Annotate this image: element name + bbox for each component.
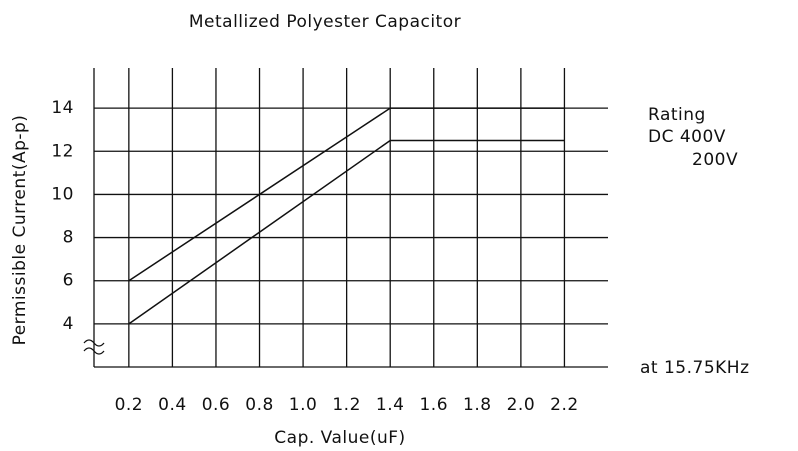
x-tick-label: 1.8 bbox=[463, 395, 492, 415]
y-tick-label: 6 bbox=[63, 271, 74, 291]
chart-title: Metallized Polyester Capacitor bbox=[189, 12, 461, 32]
series-line bbox=[128, 107, 565, 282]
x-tick-label: 0.6 bbox=[202, 395, 231, 415]
x-tick-label: 0.8 bbox=[245, 395, 274, 415]
x-tick-label: 1.6 bbox=[419, 395, 448, 415]
x-tick-label: 0.2 bbox=[115, 395, 144, 415]
y-tick-label: 12 bbox=[51, 141, 74, 161]
x-axis-label: Cap. Value(uF) bbox=[274, 428, 405, 448]
y-axis-label: Permissible Current(Ap-p) bbox=[10, 115, 30, 346]
x-tick-label: 1.2 bbox=[332, 395, 361, 415]
annotation: at 15.75KHz bbox=[640, 358, 750, 378]
series-line bbox=[128, 139, 565, 325]
legend-title: Rating bbox=[648, 105, 706, 125]
x-tick-label: 1.4 bbox=[376, 395, 405, 415]
x-tick-label: 2.2 bbox=[550, 395, 579, 415]
x-tick-label: 2.0 bbox=[507, 395, 536, 415]
y-tick-label: 8 bbox=[63, 228, 74, 248]
axis-break bbox=[83, 339, 105, 355]
legend-entry: 200V bbox=[692, 150, 738, 170]
x-tick-label: 1.0 bbox=[289, 395, 318, 415]
y-tick-label: 14 bbox=[51, 98, 74, 118]
x-tick-label: 0.4 bbox=[158, 395, 187, 415]
y-tick-label: 10 bbox=[51, 184, 74, 204]
y-tick-label: 4 bbox=[63, 314, 74, 334]
legend-entry: DC 400V bbox=[648, 127, 726, 147]
